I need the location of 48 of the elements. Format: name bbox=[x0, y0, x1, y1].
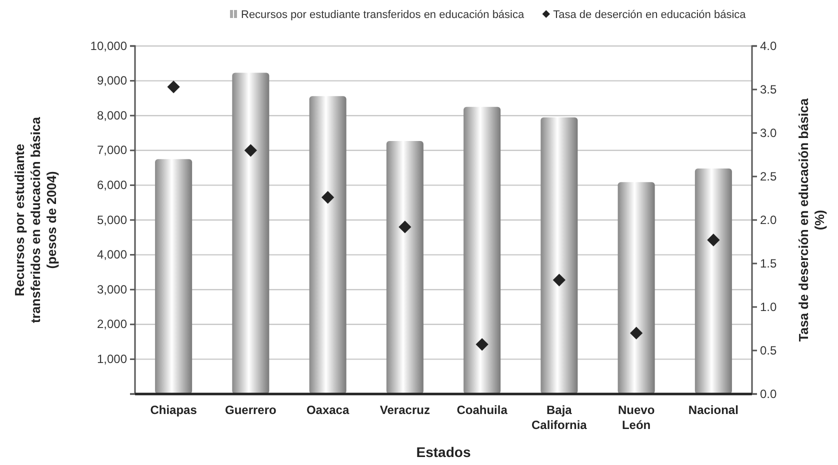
y2-tick-label: 0.5 bbox=[760, 343, 778, 358]
y2-axis-title: Tasa de deserción en educación básica (%) bbox=[796, 98, 827, 342]
bar bbox=[155, 159, 192, 394]
point bbox=[167, 80, 180, 94]
y-tick-label: 6,000 bbox=[96, 178, 128, 192]
x-axis-title: Estados bbox=[416, 444, 471, 460]
y-tick-label: 9,000 bbox=[96, 74, 128, 88]
point bbox=[321, 191, 334, 204]
y-tick-label: 3,000 bbox=[96, 282, 128, 296]
bar bbox=[694, 168, 732, 394]
point bbox=[398, 220, 412, 234]
bar bbox=[618, 182, 655, 394]
y2-tick-label: 3.0 bbox=[760, 126, 778, 140]
x-tick-label: Guerrero bbox=[225, 403, 276, 417]
y2-tick-label: 4.0 bbox=[760, 38, 778, 53]
y2-tick-label: 2.0 bbox=[760, 212, 778, 227]
x-tick-label: Coahuila bbox=[456, 403, 508, 417]
x-tick-label: Nacional bbox=[688, 403, 738, 417]
y-tick-label: 4,000 bbox=[96, 248, 128, 262]
x-tick-label: Baja California bbox=[532, 403, 588, 432]
point bbox=[244, 144, 258, 157]
legend-label: Recursos por estudiante transferidos en educación básica bbox=[241, 9, 525, 21]
point bbox=[476, 338, 488, 351]
bar bbox=[232, 72, 270, 394]
y2-tick-label: 1.5 bbox=[760, 256, 778, 270]
x-tick-label: Oaxaca bbox=[306, 403, 350, 417]
y-tick-label: 8,000 bbox=[96, 108, 128, 122]
bar bbox=[309, 96, 346, 394]
y-tick-label: 2,000 bbox=[96, 317, 128, 332]
y-axis-title: Recursos por estudiante transferidos en educación básica (pesos de 2004) bbox=[12, 116, 59, 323]
y2-tick-label: 1.0 bbox=[760, 300, 778, 314]
bar bbox=[464, 106, 501, 394]
y2-tick-label: 0.0 bbox=[760, 386, 778, 401]
y2-tick-label: 3.5 bbox=[760, 82, 778, 96]
y2-tick-label: 2.5 bbox=[760, 169, 778, 184]
legend-label: Tasa de deserción en educación básica bbox=[553, 9, 747, 21]
y-tick-label: 1,000 bbox=[96, 352, 128, 366]
x-tick-label: Chiapas bbox=[150, 403, 198, 417]
point bbox=[552, 274, 566, 286]
y-tick-label: 5,000 bbox=[96, 212, 128, 227]
bar bbox=[386, 141, 424, 394]
x-tick-label: Veracruz bbox=[380, 403, 430, 417]
point bbox=[630, 326, 643, 340]
bar bbox=[540, 117, 578, 394]
x-tick-label: Nuevo León bbox=[618, 403, 655, 432]
point bbox=[707, 234, 720, 246]
y-tick-label: 7,000 bbox=[96, 143, 128, 158]
y-tick-label: 10,000 bbox=[90, 38, 128, 53]
